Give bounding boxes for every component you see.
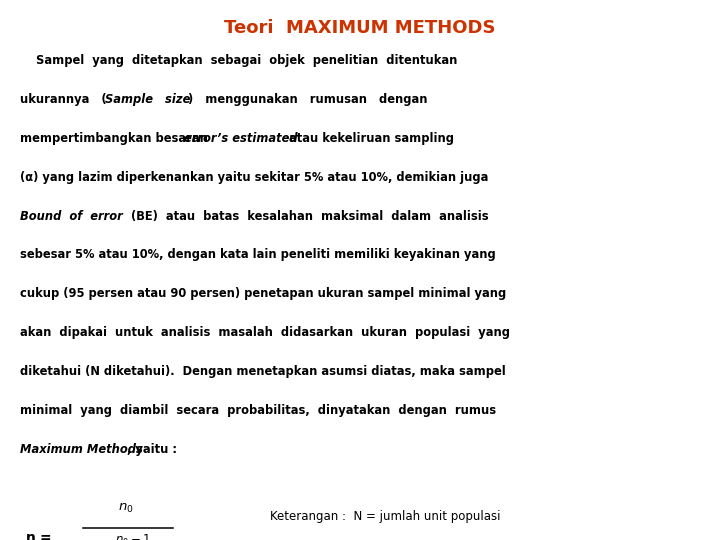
Text: minimal  yang  diambil  secara  probabilitas,  dinyatakan  dengan  rumus: minimal yang diambil secara probabilitas… [20,404,496,417]
Text: ukurannya   (: ukurannya ( [20,93,107,106]
Text: mempertimbangkan besaran: mempertimbangkan besaran [20,132,212,145]
Text: cukup (95 persen atau 90 persen) penetapan ukuran sampel minimal yang: cukup (95 persen atau 90 persen) penetap… [20,287,506,300]
Text: Maximum Methods: Maximum Methods [20,443,143,456]
Text: , yaitu :: , yaitu : [127,443,176,456]
Text: (BE)  atau  batas  kesalahan  maksimal  dalam  analisis: (BE) atau batas kesalahan maksimal dalam… [127,210,488,222]
Text: )   menggunakan   rumusan   dengan: ) menggunakan rumusan dengan [188,93,428,106]
Text: atau kekeliruan sampling: atau kekeliruan sampling [285,132,454,145]
Text: Keterangan :  N = jumlah unit populasi: Keterangan : N = jumlah unit populasi [270,510,500,523]
Text: error’s estimated: error’s estimated [184,132,298,145]
Text: Sample   size: Sample size [105,93,191,106]
Text: Sampel  yang  ditetapkan  sebagai  objek  penelitian  ditentukan: Sampel yang ditetapkan sebagai objek pen… [20,54,457,67]
Text: (α) yang lazim diperkenankan yaitu sekitar 5% atau 10%, demikian juga: (α) yang lazim diperkenankan yaitu sekit… [20,171,489,184]
Text: $n_0$: $n_0$ [118,502,134,515]
Text: Teori  MAXIMUM METHODS: Teori MAXIMUM METHODS [224,19,496,37]
Text: $n_0-1$: $n_0-1$ [115,532,151,540]
Text: Bound  of  error: Bound of error [20,210,123,222]
Text: diketahui (N diketahui).  Dengan menetapkan asumsi diatas, maka sampel: diketahui (N diketahui). Dengan menetapk… [20,365,506,378]
Text: $\mathbf{n}$ =: $\mathbf{n}$ = [25,531,52,540]
Text: sebesar 5% atau 10%, dengan kata lain peneliti memiliki keyakinan yang: sebesar 5% atau 10%, dengan kata lain pe… [20,248,496,261]
Text: akan  dipakai  untuk  analisis  masalah  didasarkan  ukuran  populasi  yang: akan dipakai untuk analisis masalah dida… [20,326,510,339]
